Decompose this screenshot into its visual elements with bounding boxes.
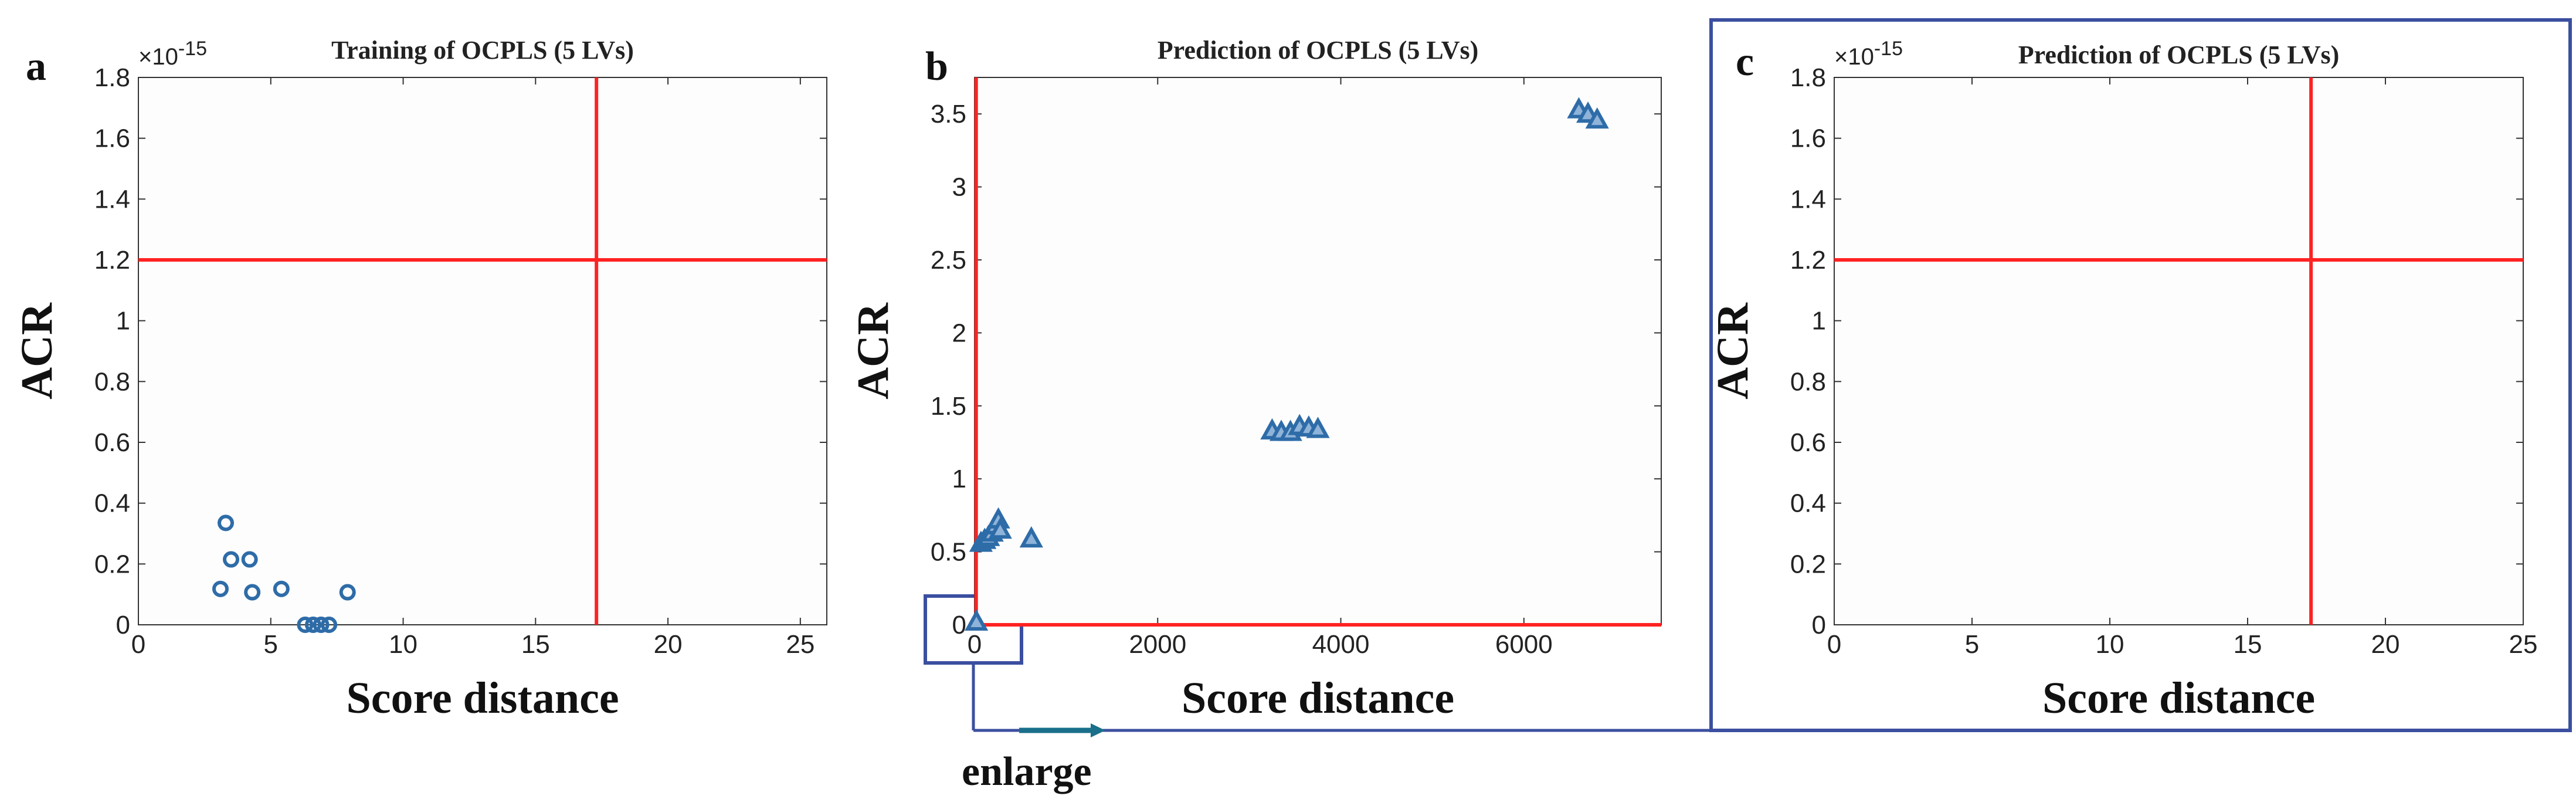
y-tick-label: 0.5 [931, 538, 966, 567]
chart-title: Prediction of OCPLS (5 LVs) [2018, 40, 2340, 69]
x-tick-label: 6000 [1495, 630, 1553, 659]
x-tick-label: 25 [786, 630, 814, 659]
y-tick-label: 3.5 [931, 100, 966, 128]
y-tick-label: 0.8 [1790, 367, 1826, 396]
y-tick-label: 1.2 [1790, 246, 1826, 275]
chart-title: Training of OCPLS (5 LVs) [331, 36, 634, 65]
y-tick-label: 0.4 [1790, 489, 1826, 518]
y-tick-label: 1.4 [1790, 185, 1826, 214]
y-tick-label: 1.4 [94, 185, 130, 214]
panel-label-b: b [925, 44, 948, 89]
enlarge-label: enlarge [962, 749, 1092, 794]
y-axis-label: ACR [12, 302, 62, 400]
data-point [297, 617, 314, 633]
data-point [313, 617, 330, 633]
y-tick-label: 1 [952, 465, 966, 493]
data-point [965, 609, 989, 631]
enlarge-arrow-head [1091, 723, 1105, 737]
x-tick-label: 15 [2234, 630, 2262, 659]
data-point [223, 551, 240, 568]
y-tick-label: 0.2 [1790, 550, 1826, 578]
y-tick-label: 1.5 [931, 392, 966, 421]
y-tick-label: 1.8 [94, 63, 130, 92]
data-point [1306, 417, 1330, 438]
panel-label-a: a [26, 44, 46, 89]
y-tick-label: 0 [952, 611, 966, 639]
plot-area [1834, 77, 2524, 625]
y-tick-label: 0 [116, 611, 130, 639]
data-point [218, 514, 235, 532]
data-point [241, 551, 258, 568]
data-point [321, 617, 338, 633]
y-axis-exponent: ×10-15 [138, 38, 207, 70]
y-tick-label: 1.6 [1790, 124, 1826, 153]
y-tick-label: 0.4 [94, 489, 130, 518]
data-point [1019, 526, 1043, 548]
x-tick-label: 10 [2096, 630, 2124, 659]
panel-c-frame [1709, 18, 2572, 732]
y-tick-label: 0 [1812, 611, 1826, 639]
x-tick-label: 15 [521, 630, 550, 659]
x-axis-label: Score distance [346, 673, 619, 723]
data-point [273, 580, 290, 597]
x-tick-label: 10 [389, 630, 418, 659]
chart-title: Prediction of OCPLS (5 LVs) [1158, 36, 1479, 65]
data-point [212, 580, 229, 597]
chart-a: 0 5 10 15 20 25 0 0.2 0.4 0.6 0.8 1 1.2 1.4 1.6 1.8 ×10-… [12, 36, 827, 723]
chart-c: 0 5 10 15 20 25 0 0.2 0.4 0.6 0.8 1 1.2 1.4 1.6 1.8 ×10-… [1708, 38, 2537, 723]
x-tick-label: 20 [2371, 630, 2400, 659]
y-axis-label: ACR [849, 302, 898, 400]
y-tick-label: 3 [952, 173, 966, 202]
data-point [1585, 107, 1609, 129]
y-tick-label: 0.8 [94, 367, 130, 396]
y-tick-label: 1.6 [94, 124, 130, 153]
data-point [244, 584, 261, 601]
x-tick-label: 2000 [1129, 630, 1186, 659]
y-tick-label: 2.5 [931, 246, 966, 275]
y-tick-label: 0.6 [1790, 428, 1826, 457]
x-tick-label: 4000 [1312, 630, 1370, 659]
data-point [339, 584, 356, 601]
y-axis-exponent: ×10-15 [1834, 38, 1903, 70]
data-point [305, 617, 322, 633]
x-tick-label: 0 [131, 630, 145, 659]
panel-label-c: c [1736, 39, 1754, 84]
data-point [988, 517, 1012, 539]
chart-b: 0 2000 4000 6000 0 0.5 1 1.5 2 2.5 3 3.5 Prediction … [849, 36, 1662, 723]
y-tick-label: 1.8 [1790, 63, 1826, 92]
plot-area [974, 77, 1662, 625]
y-tick-label: 2 [952, 319, 966, 347]
y-tick-label: 1.2 [94, 246, 130, 275]
x-tick-label: 5 [264, 630, 278, 659]
y-tick-label: 0.6 [94, 428, 130, 457]
x-tick-label: 0 [1827, 630, 1841, 659]
x-tick-label: 25 [2509, 630, 2538, 659]
y-tick-label: 1 [116, 307, 130, 336]
y-tick-label: 0.2 [94, 550, 130, 578]
x-axis-label: Score distance [2042, 673, 2315, 723]
x-tick-label: 0 [968, 630, 982, 659]
x-axis-label: Score distance [1182, 673, 1454, 723]
x-tick-label: 5 [1965, 630, 1979, 659]
x-tick-label: 20 [654, 630, 683, 659]
y-axis-label: ACR [1708, 302, 1757, 400]
y-tick-label: 1 [1812, 307, 1826, 336]
plot-area [138, 77, 827, 625]
